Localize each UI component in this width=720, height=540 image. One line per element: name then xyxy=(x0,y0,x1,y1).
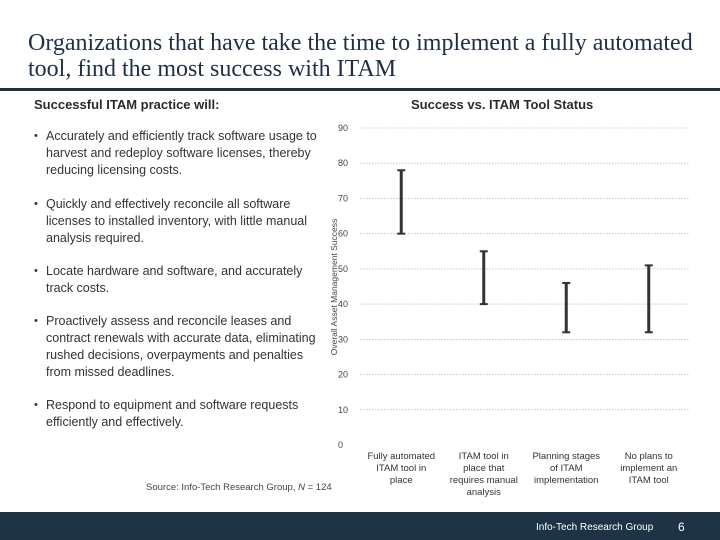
practice-bullet: • Accurately and efficiently track softw… xyxy=(34,128,326,179)
y-tick-label: 0 xyxy=(338,440,343,450)
bullet-text: Quickly and effectively reconcile all so… xyxy=(46,197,308,245)
practice-bullet: • Locate hardware and software, and accu… xyxy=(34,263,326,297)
bullet-text: Accurately and efficiently track softwar… xyxy=(46,129,317,177)
source-prefix: Source: Info-Tech Research Group, xyxy=(146,482,299,493)
y-tick-label: 10 xyxy=(338,405,348,415)
slide-title: Organizations that have take the time to… xyxy=(28,30,693,82)
bullet-marker: • xyxy=(34,399,38,411)
practice-bullet: • Quickly and effectively reconcile all … xyxy=(34,196,326,247)
practice-heading: Successful ITAM practice will: xyxy=(34,97,220,112)
practice-bullet: • Respond to equipment and software requ… xyxy=(34,397,326,431)
title-divider xyxy=(0,88,720,91)
y-axis-label: Overall Asset Management Success xyxy=(329,219,339,356)
category-label: Planning stages of ITAM implementation xyxy=(532,451,600,486)
bullet-text: Proactively assess and reconcile leases … xyxy=(46,314,316,379)
chart-title: Success vs. ITAM Tool Status xyxy=(411,97,594,112)
y-tick-label: 50 xyxy=(338,264,348,274)
source-note: Source: Info-Tech Research Group, N = 12… xyxy=(146,482,332,493)
y-tick-label: 80 xyxy=(338,158,348,168)
footer-org: Info-Tech Research Group xyxy=(536,522,654,533)
footer-bar: Info-Tech Research Group 6 xyxy=(0,512,720,540)
bullet-marker: • xyxy=(34,265,38,277)
page-number: 6 xyxy=(678,520,685,534)
y-tick-label: 60 xyxy=(338,229,348,239)
source-n: N xyxy=(298,482,305,493)
y-tick-label: 20 xyxy=(338,370,348,380)
y-tick-label: 40 xyxy=(338,299,348,309)
practice-bullet: • Proactively assess and reconcile lease… xyxy=(34,313,326,381)
category-label: Fully automated ITAM tool in place xyxy=(367,451,435,486)
y-tick-label: 90 xyxy=(338,123,348,133)
source-suffix: = 124 xyxy=(304,482,332,493)
category-label: ITAM tool in place that requires manual ana… xyxy=(450,451,518,498)
bullet-text: Respond to equipment and software reques… xyxy=(46,398,299,429)
category-label: No plans to implement an ITAM tool xyxy=(620,451,677,486)
bullet-text: Locate hardware and software, and accura… xyxy=(46,264,303,295)
bullet-marker: • xyxy=(34,198,38,210)
bullet-marker: • xyxy=(34,315,38,327)
bullet-marker: • xyxy=(34,130,38,142)
y-tick-label: 70 xyxy=(338,193,348,203)
y-tick-label: 30 xyxy=(338,334,348,344)
